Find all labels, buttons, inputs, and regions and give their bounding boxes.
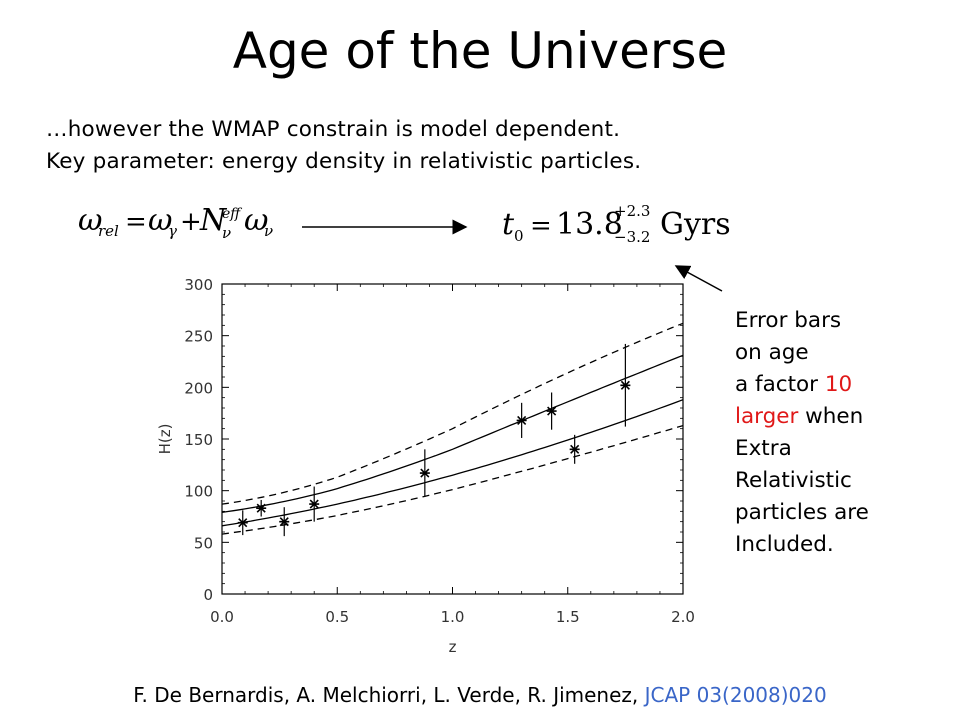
- data-point: [569, 444, 580, 454]
- svg-text:ν: ν: [264, 222, 273, 240]
- note-line-8: Included.: [735, 532, 834, 557]
- note-larger-highlight: larger: [735, 404, 799, 429]
- y-tick-label: 150: [184, 431, 213, 449]
- note-line-5: Extra: [735, 436, 792, 461]
- svg-text:eff: eff: [222, 206, 242, 222]
- omega-rel-formula: ω rel = ω γ + N eff ν ω ν: [78, 203, 273, 242]
- svg-text:0: 0: [514, 227, 524, 245]
- model-curve-solid: [221, 354, 684, 514]
- x-tick-label: 2.0: [671, 608, 695, 626]
- note-line-3: a factor 10: [735, 369, 869, 401]
- svg-text:+: +: [180, 207, 202, 237]
- svg-text:=: =: [125, 207, 147, 237]
- svg-text:N: N: [199, 203, 228, 238]
- hubble-parameter-chart: 0 50 100 150 200 250 300 0.0 0.5 1.0 1.5 2.0 z H(z): [156, 276, 695, 656]
- data-point: [419, 468, 430, 478]
- note-factor-highlight: 10: [824, 372, 853, 397]
- citation: F. De Bernardis, A. Melchiorri, L. Verde…: [0, 683, 960, 707]
- svg-text:γ: γ: [168, 222, 177, 240]
- y-tick-label: 250: [184, 328, 213, 346]
- model-curve-dashed: [221, 322, 684, 505]
- age-formula: t 0 = 13.8 +2.3 −3.2 Gyrs: [502, 202, 731, 246]
- plot-frame: [221, 283, 684, 595]
- data-point: [546, 406, 557, 416]
- data-point: [279, 517, 290, 527]
- y-tick-label: 50: [194, 534, 213, 552]
- intro-text: …however the WMAP constrain is model dep…: [46, 114, 641, 178]
- note-text: when: [798, 404, 864, 429]
- y-axis-label: H(z): [156, 424, 174, 455]
- intro-line-1: …however the WMAP constrain is model dep…: [46, 117, 621, 142]
- x-tick-label: 1.5: [556, 608, 580, 626]
- error-bar-note: Error bars on age a factor 10 larger whe…: [735, 305, 869, 561]
- note-line-2: on age: [735, 340, 809, 365]
- svg-text:=: =: [530, 211, 552, 241]
- x-axis-label: z: [449, 638, 457, 656]
- svg-text:ω: ω: [148, 203, 172, 238]
- data-point: [516, 415, 527, 425]
- note-text: a factor: [735, 372, 825, 397]
- y-tick-label: 0: [203, 586, 213, 604]
- age-unit: Gyrs: [660, 207, 731, 242]
- note-line-6: Relativistic: [735, 468, 852, 493]
- age-value: 13.8: [556, 207, 623, 242]
- svg-text:t: t: [502, 207, 515, 242]
- model-curve-dashed: [221, 424, 684, 535]
- intro-line-2: Key parameter: energy density in relativ…: [46, 149, 642, 174]
- svg-text:ω: ω: [78, 203, 102, 238]
- x-tick-label: 0.5: [325, 608, 349, 626]
- x-tick-label: 0.0: [210, 608, 234, 626]
- citation-journal[interactable]: JCAP 03(2008)020: [644, 683, 827, 707]
- svg-text:rel: rel: [98, 222, 119, 240]
- y-tick-label: 200: [184, 379, 213, 397]
- citation-authors: F. De Bernardis, A. Melchiorri, L. Verde…: [133, 683, 645, 707]
- svg-text:ω: ω: [244, 203, 268, 238]
- data-point: [620, 380, 631, 390]
- model-curve-solid: [221, 399, 684, 527]
- age-lower-error: −3.2: [614, 228, 650, 246]
- age-upper-error: +2.3: [614, 202, 650, 220]
- note-line-7: particles are: [735, 500, 869, 525]
- note-line-4: larger when: [735, 401, 869, 433]
- y-tick-label: 300: [184, 276, 213, 294]
- y-tick-label: 100: [184, 483, 213, 501]
- data-point: [256, 503, 267, 513]
- x-tick-label: 1.0: [441, 608, 465, 626]
- data-point: [309, 499, 320, 509]
- data-point: [237, 518, 248, 528]
- svg-text:ν: ν: [222, 224, 231, 242]
- slide-title: Age of the Universe: [232, 22, 728, 80]
- note-line-1: Error bars: [735, 308, 842, 333]
